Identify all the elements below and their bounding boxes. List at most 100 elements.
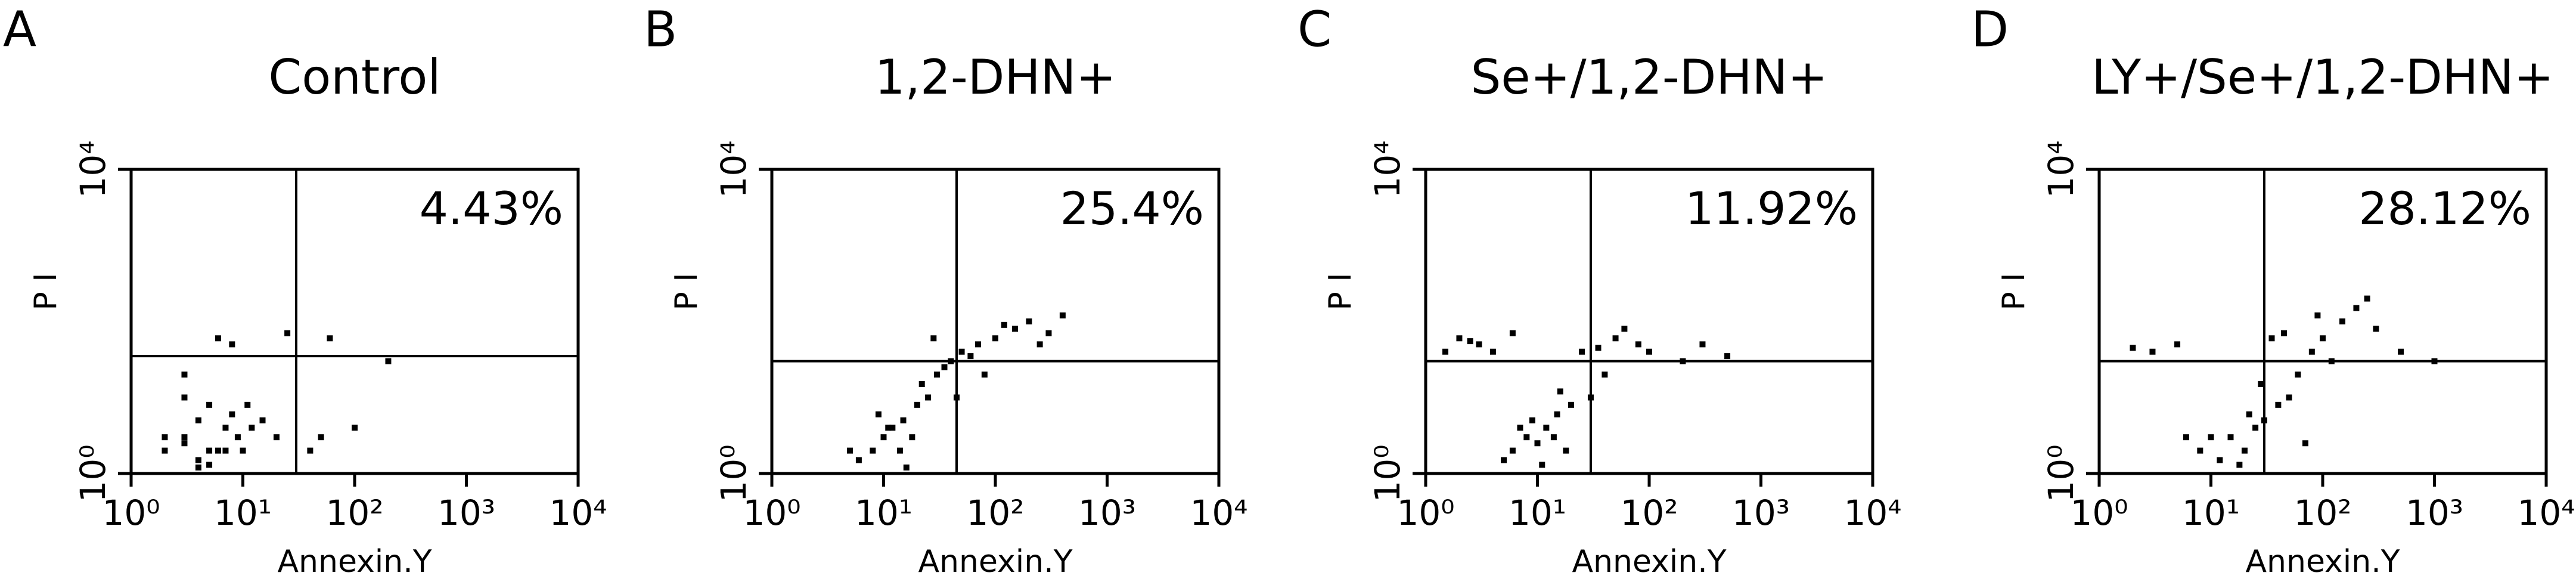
x-tick-label: 10³ [1078, 493, 1136, 533]
point [903, 464, 910, 471]
quadrant-percent: 25.4% [1060, 182, 1204, 235]
y-tick-label: 10⁴ [2041, 140, 2081, 198]
point [181, 394, 188, 401]
x-tick-label: 10⁴ [1190, 493, 1247, 533]
point [1612, 335, 1619, 342]
point [215, 335, 221, 342]
point [1554, 411, 1560, 417]
x-tick-label: 10⁰ [743, 493, 800, 533]
point [900, 417, 907, 423]
point [847, 447, 854, 454]
panel-label: B [644, 1, 677, 58]
point [1501, 457, 1507, 463]
point [909, 434, 915, 441]
x-tick-label: 10² [2293, 493, 2351, 533]
point [1509, 330, 1516, 336]
point [925, 394, 932, 401]
chart-title: Se+/1,2-DHN+ [1471, 49, 1828, 105]
point [195, 457, 201, 463]
x-tick-label: 10² [325, 493, 383, 533]
point [2364, 295, 2370, 302]
point [327, 335, 333, 342]
point [1523, 434, 1530, 441]
quadrant-percent: 11.92% [1685, 182, 1858, 235]
point [162, 447, 168, 454]
point [2241, 447, 2248, 454]
x-tick-label: 10¹ [214, 493, 272, 533]
chart-title: LY+/Se+/1,2-DHN+ [2091, 49, 2554, 105]
y-axis-label: P I [28, 273, 64, 310]
x-tick-label: 10¹ [1509, 493, 1566, 533]
x-tick-label: 10¹ [855, 493, 913, 533]
point [1467, 338, 1473, 345]
point [2236, 462, 2243, 468]
y-tick-label: 10⁰ [2041, 444, 2081, 502]
x-tick-label: 10³ [2406, 493, 2463, 533]
y-axis-label: P I [669, 273, 704, 310]
point [1442, 348, 1449, 355]
point [195, 417, 201, 423]
y-axis-label: P I [1996, 273, 2032, 310]
point [352, 425, 358, 431]
point [896, 447, 903, 454]
point [870, 447, 876, 454]
x-tick-label: 10³ [1732, 493, 1790, 533]
x-tick-label: 10² [1620, 493, 1678, 533]
x-tick-label: 10⁴ [2517, 493, 2575, 533]
point [889, 425, 896, 431]
point [992, 335, 998, 342]
point [2339, 318, 2346, 324]
panel-label: C [1298, 1, 1332, 58]
point [1646, 348, 1652, 355]
quadrant-percent: 28.12% [2358, 182, 2531, 235]
point [974, 341, 981, 348]
x-tick-label: 10⁰ [1396, 493, 1454, 533]
quadrant-percent: 4.43% [420, 182, 563, 235]
point [1517, 425, 1523, 431]
point [215, 447, 221, 454]
panel-label: D [1971, 1, 2009, 58]
y-tick-label: 10⁴ [713, 140, 754, 198]
point [2275, 401, 2282, 408]
point [2286, 394, 2292, 401]
point [1595, 345, 1602, 351]
point [181, 372, 188, 378]
panel-label: A [3, 1, 36, 58]
point [1563, 447, 1569, 454]
point [1579, 348, 1585, 355]
point [195, 464, 201, 471]
point [222, 447, 229, 454]
point [875, 411, 882, 417]
point [918, 381, 925, 388]
x-tick-label: 10² [966, 493, 1024, 533]
point [307, 447, 314, 454]
x-axis-label: Annexin.Y [1572, 544, 1726, 580]
point [2227, 434, 2234, 441]
chart-title: Control [268, 49, 440, 105]
point [1489, 348, 1496, 355]
point [1036, 341, 1043, 348]
point [1534, 440, 1541, 447]
point [2353, 305, 2360, 311]
point [1012, 326, 1019, 332]
point [2258, 381, 2264, 388]
point [249, 425, 255, 431]
point [206, 462, 213, 468]
x-axis-label: Annexin.Y [918, 544, 1072, 580]
point [1001, 321, 1007, 328]
point [2302, 440, 2308, 447]
point [914, 401, 920, 408]
chart-title: 1,2-DHN+ [875, 49, 1116, 105]
point [1635, 341, 1641, 348]
x-axis-label: Annexin.Y [2245, 544, 2400, 580]
point [2246, 411, 2252, 417]
x-axis-label: Annexin.Y [277, 544, 432, 580]
y-axis-label: P I [1323, 273, 1358, 310]
y-tick-label: 10⁴ [73, 140, 113, 198]
point [229, 411, 235, 417]
point [273, 434, 280, 441]
point [941, 364, 948, 370]
x-tick-label: 10⁰ [2070, 493, 2128, 533]
point [1059, 312, 1066, 318]
